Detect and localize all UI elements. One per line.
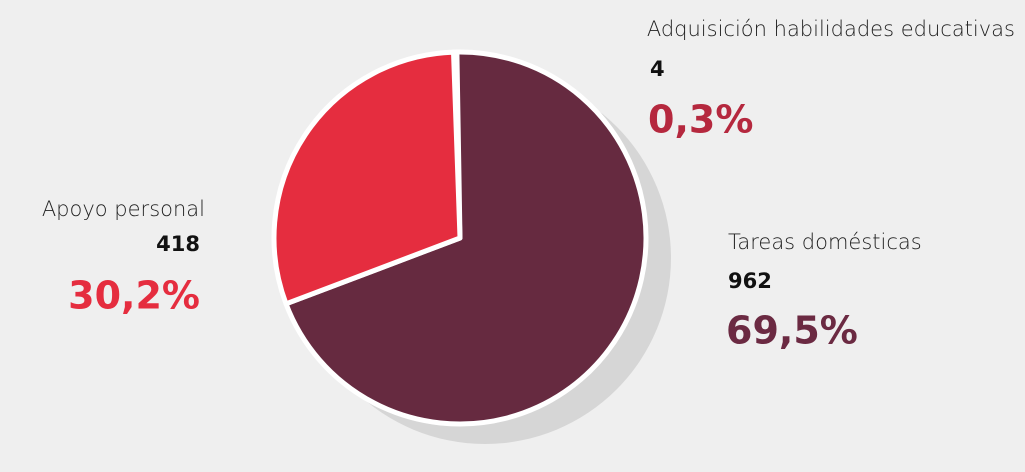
pie-slice <box>283 49 649 427</box>
count-label: 418 <box>156 232 200 256</box>
count-label: 4 <box>650 57 665 81</box>
share-label: 69,5% <box>726 309 858 353</box>
share-label: 0,3% <box>648 98 753 142</box>
share-label: 30,2% <box>68 274 200 318</box>
count-label: 962 <box>728 269 772 293</box>
category-label: Adquisición habilidades educativas <box>647 17 1015 41</box>
pie-slice <box>271 49 463 307</box>
category-label: Apoyo personal <box>42 197 205 221</box>
category-label: Tareas domésticas <box>728 230 922 254</box>
